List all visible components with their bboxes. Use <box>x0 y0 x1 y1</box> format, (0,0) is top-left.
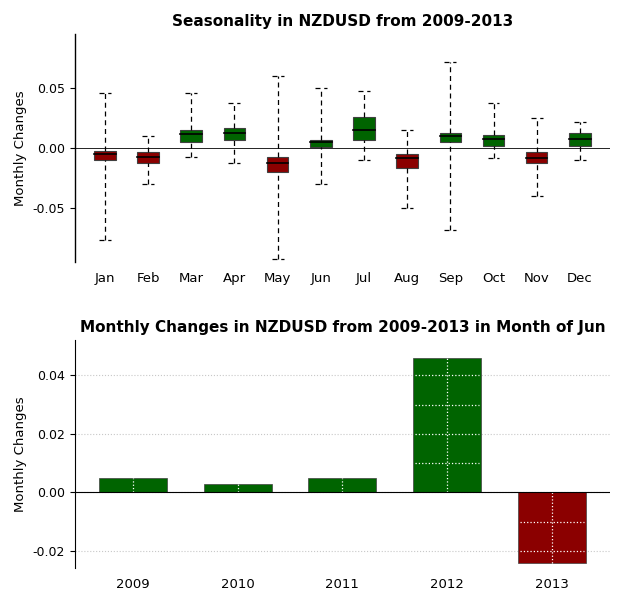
Bar <box>526 152 547 163</box>
Y-axis label: Monthly Changes: Monthly Changes <box>14 91 27 206</box>
Bar <box>203 483 271 492</box>
Bar <box>180 130 202 142</box>
Title: Seasonality in NZDUSD from 2009-2013: Seasonality in NZDUSD from 2009-2013 <box>172 14 513 29</box>
Bar <box>223 128 245 140</box>
Bar <box>267 157 288 172</box>
Bar <box>483 135 504 146</box>
Bar <box>439 132 461 142</box>
Bar <box>137 152 159 163</box>
Bar <box>413 358 481 492</box>
Bar <box>569 132 591 146</box>
Y-axis label: Monthly Changes: Monthly Changes <box>14 396 27 512</box>
Bar <box>99 478 167 492</box>
Bar <box>396 154 418 168</box>
Bar <box>518 492 586 563</box>
Bar <box>353 117 375 140</box>
Bar <box>308 478 376 492</box>
Bar <box>310 140 331 147</box>
Bar <box>94 151 115 160</box>
Title: Monthly Changes in NZDUSD from 2009-2013 in Month of Jun: Monthly Changes in NZDUSD from 2009-2013… <box>80 320 605 335</box>
